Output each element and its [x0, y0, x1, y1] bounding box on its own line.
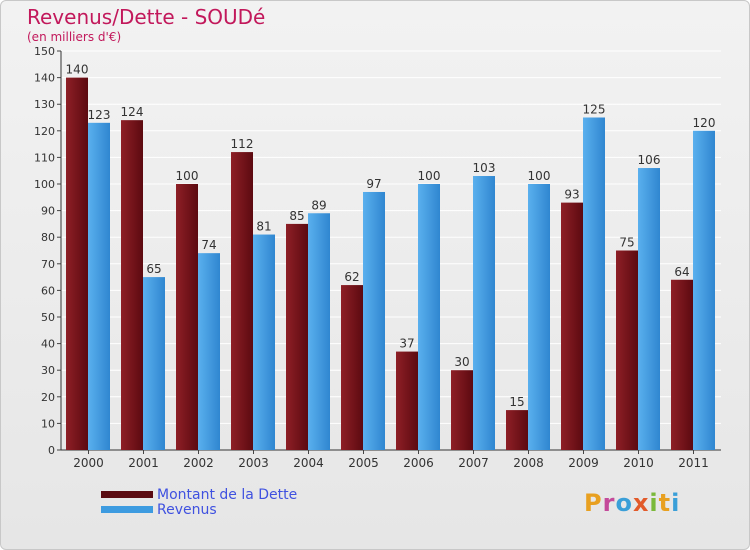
y-tick-label: 90: [41, 205, 55, 218]
bar-debt: [121, 120, 143, 450]
y-tick-label: 30: [41, 364, 55, 377]
x-tick-label: 2009: [568, 456, 599, 470]
x-tick-label: 2000: [73, 456, 104, 470]
bar-debt: [176, 184, 198, 450]
logo-letter: r: [602, 489, 616, 517]
bar-revenue: [583, 117, 605, 450]
bar-revenue: [198, 253, 220, 450]
logo-letter: o: [615, 489, 633, 517]
data-label-debt: 124: [121, 105, 144, 119]
logo-letter: P: [584, 489, 603, 517]
bar-debt: [341, 285, 363, 450]
bar-revenue: [418, 184, 440, 450]
legend-swatch-revenue: [101, 506, 153, 513]
data-label-revenue: 81: [256, 220, 271, 234]
data-label-debt: 112: [231, 137, 254, 151]
data-label-debt: 30: [454, 355, 469, 369]
data-label-debt: 85: [289, 209, 304, 223]
data-label-debt: 64: [674, 265, 689, 279]
bar-debt: [451, 370, 473, 450]
logo-letter: i: [671, 489, 681, 517]
bar-revenue: [638, 168, 660, 451]
data-label-revenue: 125: [583, 103, 606, 117]
y-tick-label: 100: [34, 178, 55, 191]
legend-label-revenue: Revenus: [157, 501, 217, 518]
logo-letter: x: [632, 489, 650, 517]
bar-revenue: [308, 213, 330, 450]
bar-revenue: [528, 184, 550, 450]
data-label-debt: 140: [66, 63, 89, 77]
y-tick-label: 120: [34, 125, 55, 138]
proxiti-logo: Proxiti: [584, 489, 680, 517]
bar-revenue: [143, 277, 165, 450]
logo-letter: i: [649, 489, 659, 517]
bar-debt: [396, 351, 418, 450]
data-label-revenue: 100: [418, 169, 441, 183]
data-label-debt: 37: [399, 337, 414, 351]
data-label-revenue: 106: [638, 153, 661, 167]
x-tick-label: 2003: [238, 456, 269, 470]
data-label-debt: 15: [509, 395, 524, 409]
y-tick-label: 40: [41, 338, 55, 351]
data-label-debt: 93: [564, 188, 579, 202]
data-label-revenue: 97: [366, 177, 381, 191]
data-label-debt: 75: [619, 236, 634, 250]
y-tick-label: 110: [34, 151, 55, 164]
y-tick-label: 150: [34, 45, 55, 58]
bar-debt: [506, 410, 528, 450]
data-label-revenue: 103: [473, 161, 496, 175]
x-tick-label: 2005: [348, 456, 379, 470]
y-tick-label: 10: [41, 417, 55, 430]
x-tick-label: 2007: [458, 456, 489, 470]
chart-subtitle: (en milliers d'€): [27, 30, 122, 44]
legend-item-debt: Montant de la Dette: [101, 486, 298, 503]
data-label-revenue: 65: [146, 262, 161, 276]
x-tick-label: 2004: [293, 456, 324, 470]
y-tick-label: 20: [41, 391, 55, 404]
y-tick-label: 140: [34, 72, 55, 85]
x-tick-label: 2010: [623, 456, 654, 470]
data-label-debt: 100: [176, 169, 199, 183]
y-tick-label: 0: [48, 444, 55, 457]
x-tick-label: 2011: [678, 456, 709, 470]
bar-debt: [671, 279, 693, 450]
bar-revenue: [88, 122, 110, 450]
x-tick-label: 2001: [128, 456, 159, 470]
data-label-revenue: 123: [88, 108, 111, 122]
x-tick-label: 2006: [403, 456, 434, 470]
bar-revenue: [473, 176, 495, 450]
x-tick-label: 2008: [513, 456, 544, 470]
chart-title: Revenus/Dette - SOUDé: [27, 5, 266, 29]
data-label-revenue: 120: [693, 116, 716, 130]
bar-debt: [231, 152, 253, 450]
data-label-revenue: 100: [528, 169, 551, 183]
data-label-revenue: 74: [201, 238, 216, 252]
y-tick-label: 70: [41, 258, 55, 271]
legend-label-debt: Montant de la Dette: [157, 486, 298, 503]
data-label-revenue: 89: [311, 198, 326, 212]
bar-debt: [66, 77, 88, 450]
x-tick-label: 2002: [183, 456, 214, 470]
bar-debt: [286, 223, 308, 450]
bar-revenue: [693, 130, 715, 451]
legend-swatch-debt: [101, 491, 153, 498]
y-tick-label: 50: [41, 311, 55, 324]
y-tick-label: 130: [34, 98, 55, 111]
logo-letter: t: [658, 489, 672, 517]
y-tick-label: 80: [41, 231, 55, 244]
bar-debt: [616, 250, 638, 450]
y-tick-label: 60: [41, 284, 55, 297]
data-label-debt: 62: [344, 270, 359, 284]
legend: Montant de la Dette Revenus: [101, 486, 298, 518]
bar-revenue: [363, 191, 385, 451]
bar-revenue: [253, 234, 275, 450]
legend-item-revenue: Revenus: [101, 501, 297, 518]
bar-debt: [561, 202, 583, 450]
